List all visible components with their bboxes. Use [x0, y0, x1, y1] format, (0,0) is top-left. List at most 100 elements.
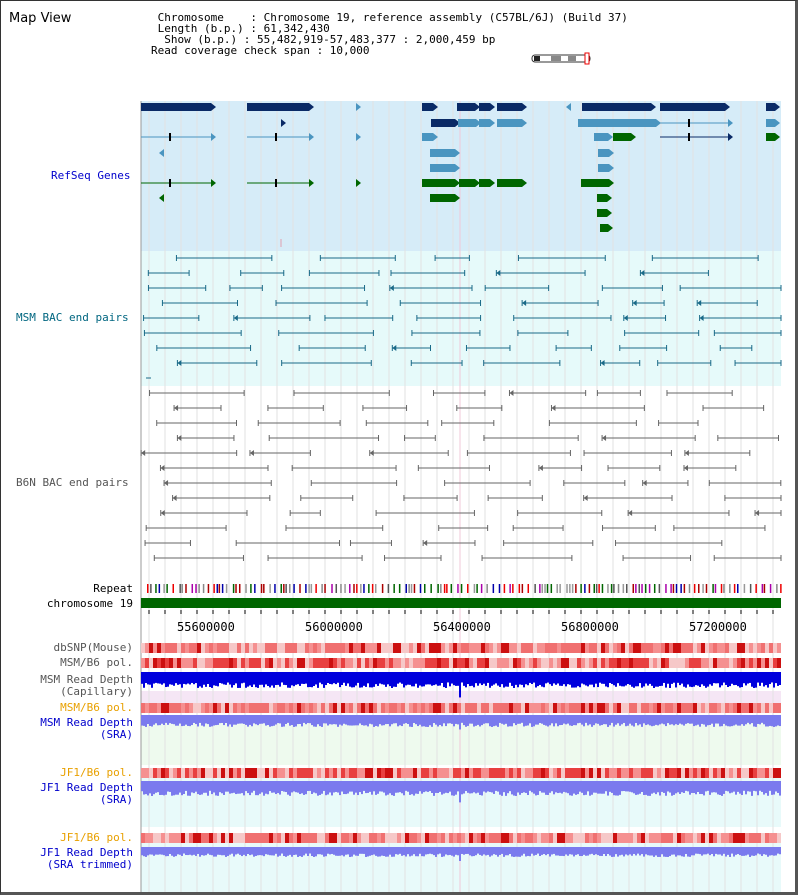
heat-cell	[661, 643, 665, 653]
gene-exon	[169, 133, 171, 141]
heat-cell	[497, 703, 501, 713]
depth-bar	[141, 781, 143, 792]
depth-bar	[363, 847, 365, 854]
depth-bar	[571, 781, 573, 796]
heat-cell	[485, 703, 489, 713]
depth-bar	[375, 847, 377, 856]
depth-bar	[205, 672, 207, 687]
heat-cell	[445, 658, 449, 668]
heat-cell	[349, 643, 353, 653]
depth-bar	[223, 781, 225, 795]
heat-cell	[289, 658, 293, 668]
depth-bar	[733, 672, 735, 686]
heat-cell	[677, 768, 681, 778]
heat-cell	[361, 658, 365, 668]
depth-bar	[597, 847, 599, 856]
depth-bar	[773, 672, 775, 688]
heat-cell	[581, 703, 585, 713]
axis-tick-label: 56400000	[433, 620, 491, 634]
heat-cell	[561, 833, 565, 843]
depth-bar	[561, 715, 563, 725]
depth-bar	[625, 672, 627, 686]
heat-cell	[289, 768, 293, 778]
repeat-element	[644, 584, 647, 593]
depth-bar	[673, 715, 675, 726]
heat-cell	[621, 658, 625, 668]
depth-bar	[617, 715, 619, 724]
depth-bar	[345, 715, 347, 725]
depth-bar	[779, 847, 781, 855]
depth-bar	[187, 715, 189, 726]
track-label-msm-b6-pol: MSM/B6 pol.	[60, 656, 133, 669]
repeat-element	[213, 584, 215, 593]
depth-bar	[623, 672, 625, 687]
depth-bar	[599, 715, 601, 726]
depth-bar	[223, 672, 225, 685]
heat-cell	[505, 768, 509, 778]
heat-cell	[629, 703, 633, 713]
heat-cell	[485, 768, 489, 778]
depth-bar	[703, 715, 705, 725]
depth-bar	[661, 672, 663, 686]
depth-bar	[475, 781, 477, 794]
repeat-element	[410, 584, 413, 593]
depth-bar	[375, 672, 377, 685]
depth-bar	[555, 672, 557, 685]
heat-cell	[253, 658, 257, 668]
heat-cell	[381, 703, 385, 713]
gene-strand-arrow	[775, 119, 780, 127]
track-label-msm-bac[interactable]: MSM BAC end pairs	[16, 311, 129, 324]
depth-bar	[309, 672, 311, 688]
heat-cell	[197, 643, 201, 653]
heat-cell	[445, 768, 449, 778]
depth-bar	[719, 672, 721, 688]
depth-bar	[257, 847, 259, 856]
heat-cell	[497, 658, 501, 668]
heat-cell	[409, 833, 413, 843]
depth-bar	[691, 847, 693, 856]
heat-cell	[677, 703, 681, 713]
depth-bar	[567, 847, 569, 856]
heat-cell	[705, 703, 709, 713]
depth-bar	[467, 847, 469, 854]
depth-bar	[451, 847, 453, 856]
heat-cell	[545, 643, 549, 653]
depth-bar	[569, 715, 571, 726]
depth-bar	[255, 715, 257, 725]
depth-bar	[205, 781, 207, 793]
heat-cell	[369, 768, 373, 778]
depth-bar	[241, 715, 243, 724]
heat-cell	[173, 703, 177, 713]
heat-cell	[305, 703, 309, 713]
depth-bar	[605, 715, 607, 725]
track-label-b6n-bac[interactable]: B6N BAC end pairs	[16, 476, 129, 489]
heat-cell	[557, 833, 561, 843]
repeat-element	[232, 584, 235, 593]
depth-bar	[437, 672, 439, 686]
depth-bar	[435, 672, 437, 685]
repeat-element	[693, 584, 696, 593]
repeat-element	[610, 584, 613, 593]
depth-bar	[441, 715, 443, 727]
heat-cell	[265, 768, 269, 778]
depth-bar	[763, 715, 765, 725]
heat-cell	[441, 658, 445, 668]
bac-end-arrow	[600, 360, 605, 366]
heat-cell	[681, 703, 685, 713]
repeat-element	[498, 584, 501, 593]
depth-bar	[263, 672, 265, 688]
repeat-element	[575, 584, 577, 593]
heat-cell	[729, 658, 733, 668]
heat-cell	[357, 768, 361, 778]
heat-cell	[465, 643, 469, 653]
depth-bar	[665, 672, 667, 688]
heat-cell	[245, 643, 249, 653]
depth-bar	[417, 781, 419, 794]
heat-cell	[657, 643, 661, 653]
track-label-refseq[interactable]: RefSeq Genes	[51, 169, 131, 182]
depth-bar	[193, 847, 195, 855]
heat-cell	[753, 643, 757, 653]
repeat-element	[353, 584, 355, 593]
heat-cell	[365, 768, 369, 778]
